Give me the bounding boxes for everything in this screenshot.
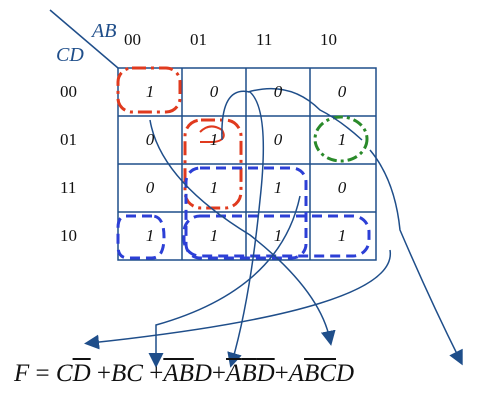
- corner-diagonal-line: [49, 9, 119, 69]
- group-red-column-01: [183, 118, 243, 210]
- plus-4: +: [274, 360, 289, 387]
- arrow-to-term5: [247, 87, 363, 141]
- kmap-cell: 0: [145, 178, 155, 197]
- kmap-cell: 1: [209, 130, 219, 149]
- arrow-to-term3: [221, 90, 265, 368]
- kmap-cell: 0: [209, 82, 219, 101]
- term1-c: C: [55, 360, 73, 387]
- arrow-to-term5-tail: [369, 149, 463, 366]
- formula-lhs: F: [14, 360, 30, 387]
- term1-dbar: D: [72, 360, 91, 387]
- term5-bcbar: BC: [304, 360, 336, 387]
- row-header-01: 01: [60, 130, 77, 149]
- group-green-cell-1001: [313, 115, 369, 163]
- plus-2: +: [149, 360, 164, 387]
- kmap-cell: 1: [337, 226, 347, 245]
- kmap-cell: 1: [273, 178, 283, 197]
- col-header-00: 00: [124, 30, 141, 49]
- term4-bbar: B: [241, 360, 257, 387]
- formula-equals: =: [35, 360, 50, 387]
- kmap-grid: [117, 67, 377, 261]
- row-header-11: 11: [60, 178, 77, 197]
- kmap-cell: 0: [337, 178, 347, 197]
- group-blue-wrap-left: [116, 214, 166, 260]
- plus-3: +: [211, 360, 227, 387]
- col-header-01: 01: [190, 30, 207, 49]
- term3-d: D: [193, 360, 212, 387]
- plus-1: +: [96, 360, 111, 387]
- kmap-cell: 1: [209, 178, 219, 197]
- group-blue-square: [184, 166, 308, 260]
- term4-dbar: D: [256, 360, 275, 387]
- row-header-00: 00: [60, 82, 77, 101]
- group-blue-row-10-right: [182, 214, 371, 258]
- term5-a: A: [288, 360, 305, 387]
- col-header-10: 10: [320, 30, 337, 49]
- kmap-cell: 1: [145, 226, 155, 245]
- row-header-10: 10: [60, 226, 77, 245]
- arrow-to-term1: [84, 249, 391, 350]
- group-red-cell-0000: [116, 66, 182, 114]
- kmap-cell: 1: [337, 130, 347, 149]
- term5-d: D: [336, 360, 355, 387]
- kmap-cell: 0: [145, 130, 155, 149]
- col-header-11: 11: [256, 30, 273, 49]
- col-variable-label: AB: [92, 20, 117, 42]
- kmap-cell: 0: [273, 130, 283, 149]
- term3-abar-b: AB: [163, 360, 194, 387]
- term2-bc: BC: [111, 360, 143, 387]
- kmap-cell: 1: [145, 82, 155, 101]
- kmap-cell: 1: [209, 226, 219, 245]
- simplified-expression: F = CD +BC +ABD+ABD+ABCD: [14, 360, 354, 388]
- kmap-cell: 1: [273, 226, 283, 245]
- term4-abar: A: [226, 360, 242, 387]
- row-variable-label: CD: [56, 44, 84, 66]
- kmap-cell: 0: [273, 82, 283, 101]
- kmap-cell: 0: [337, 82, 347, 101]
- arrow-to-term4: [149, 119, 336, 346]
